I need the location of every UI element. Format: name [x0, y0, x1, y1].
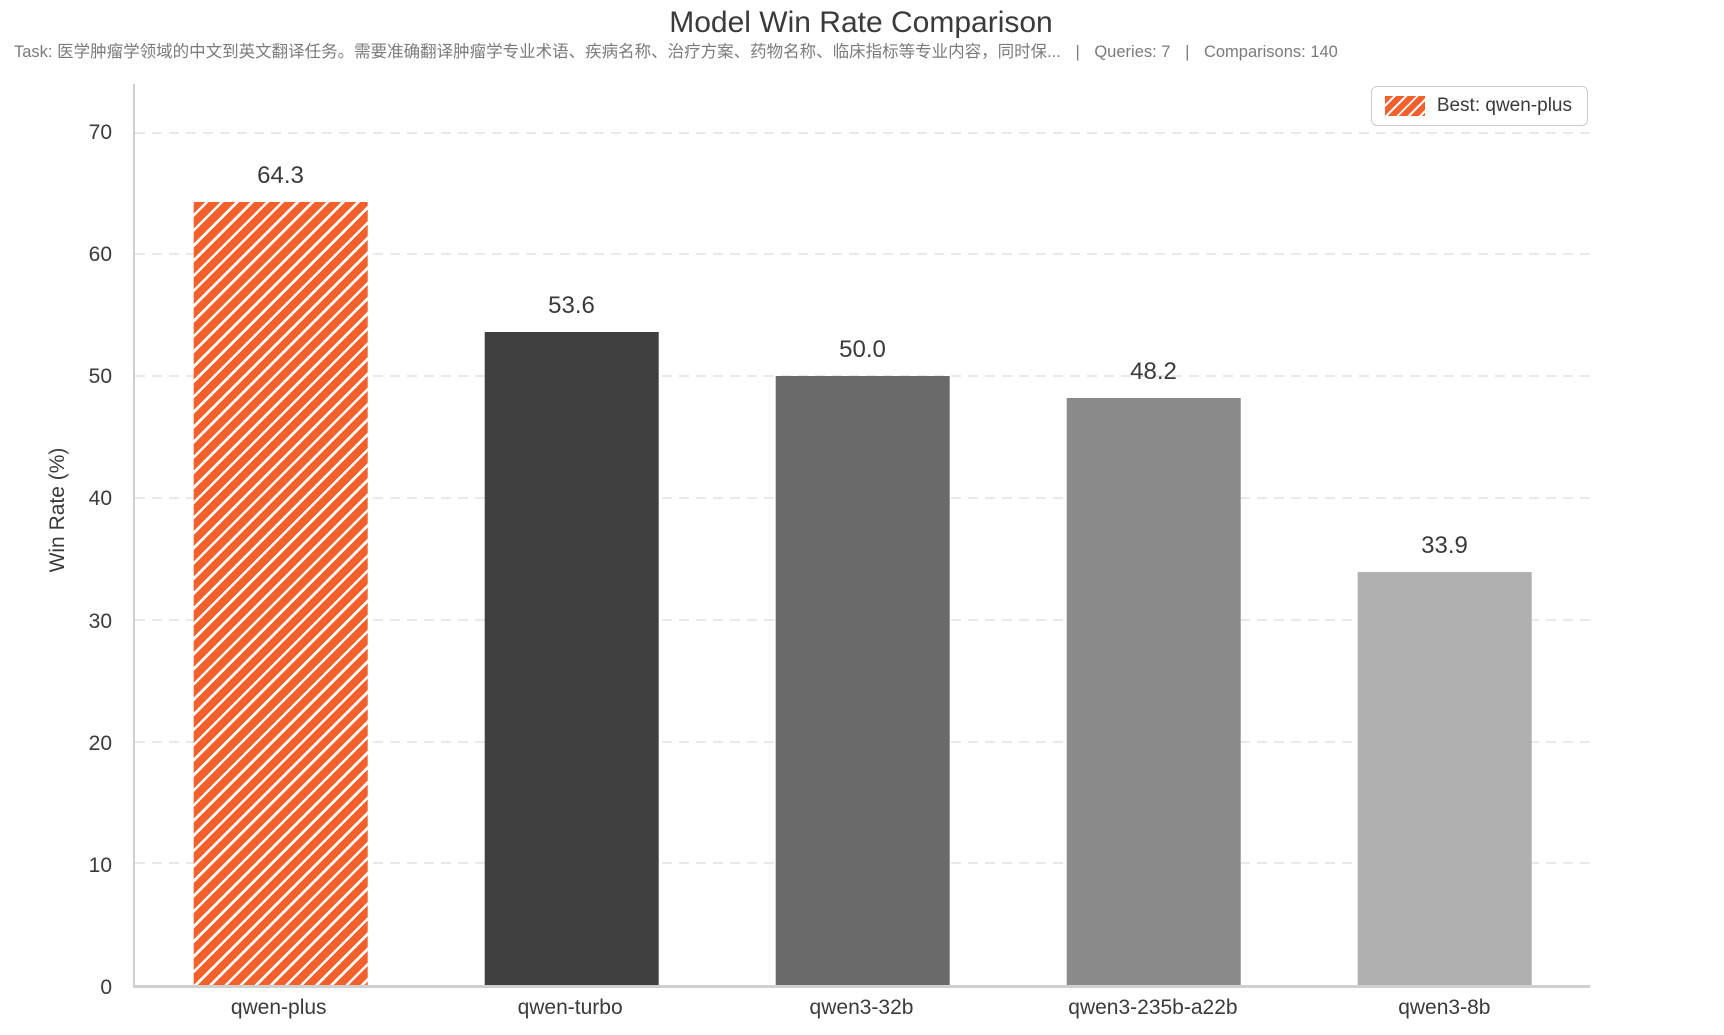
x-tick-label-qwen-plus: qwen-plus: [230, 996, 327, 1019]
x-axis-tick-labels: qwen-plus qwen-turbo qwen3-32b qwen3-235b-a…: [133, 996, 1590, 1020]
bar-value-label-qwen3-8b: 33.9: [1421, 532, 1468, 560]
legend-label: Best: qwen-plus: [1436, 95, 1572, 116]
chart-title: Model Win Rate Comparison: [669, 6, 1053, 39]
bar-slot-qwen3-8b: 33.9: [1299, 84, 1590, 985]
subtitle-queries-count: Queries: 7: [1094, 43, 1171, 61]
legend-hatch-swatch-icon: [1384, 96, 1425, 116]
bar-slot-qwen-plus: 64.3: [135, 84, 426, 985]
bar-qwen3-8b: [1357, 572, 1532, 985]
bar-qwen3-235b-a22b: [1066, 398, 1241, 985]
bar-slot-qwen3-32b: 50.0: [717, 84, 1008, 985]
x-tick-label-qwen-turbo: qwen-turbo: [517, 996, 623, 1019]
legend: Best: qwen-plus: [1370, 86, 1588, 126]
x-tick-label-qwen3-32b: qwen3-32b: [809, 996, 914, 1019]
y-tick-label-70: 70: [88, 120, 112, 144]
gridline-y-60: [135, 253, 1590, 256]
bar-slot-qwen3-235b-a22b: 48.2: [1008, 84, 1299, 985]
bar-value-label-qwen3-32b: 50.0: [839, 336, 886, 364]
plot-area: 64.3 53.6 50.0 48.2 33.9 Best: qwen-plus: [133, 84, 1590, 988]
y-tick-label-40: 40: [88, 487, 112, 511]
y-tick-label-50: 50: [88, 365, 112, 389]
bar-value-label-qwen-turbo: 53.6: [548, 292, 595, 320]
y-axis-tick-labels: 0 10 20 30 40 50 60 70: [0, 84, 122, 999]
y-tick-label-0: 0: [100, 976, 112, 999]
bar-qwen3-32b: [775, 376, 950, 985]
y-tick-label-10: 10: [88, 853, 112, 877]
y-tick-label-30: 30: [88, 609, 112, 633]
bar-qwen-plus: [193, 202, 368, 985]
subtitle-separator-2: |: [1185, 43, 1190, 61]
bars-container: 64.3 53.6 50.0 48.2 33.9: [135, 84, 1590, 985]
chart-subtitle: Task: 医学肿瘤学领域的中文到英文翻译任务。需要准确翻译肿瘤学专业术语、疾病…: [14, 38, 1338, 62]
bar-value-label-qwen3-235b-a22b: 48.2: [1130, 358, 1177, 386]
y-tick-label-20: 20: [88, 731, 112, 755]
subtitle-comparisons-count: Comparisons: 140: [1203, 43, 1338, 61]
bar-slot-qwen-turbo: 53.6: [426, 84, 717, 985]
bar-qwen-turbo: [484, 332, 659, 985]
gridline-y-70: [135, 131, 1590, 134]
x-tick-label-qwen3-235b-a22b: qwen3-235b-a22b: [1068, 996, 1238, 1019]
bar-value-label-qwen-plus: 64.3: [257, 162, 304, 190]
y-tick-label-60: 60: [88, 243, 112, 267]
subtitle-task-text: Task: 医学肿瘤学领域的中文到英文翻译任务。需要准确翻译肿瘤学专业术语、疾病…: [14, 43, 1061, 61]
subtitle-separator-1: |: [1075, 43, 1080, 61]
x-tick-label-qwen3-8b: qwen3-8b: [1398, 996, 1491, 1019]
